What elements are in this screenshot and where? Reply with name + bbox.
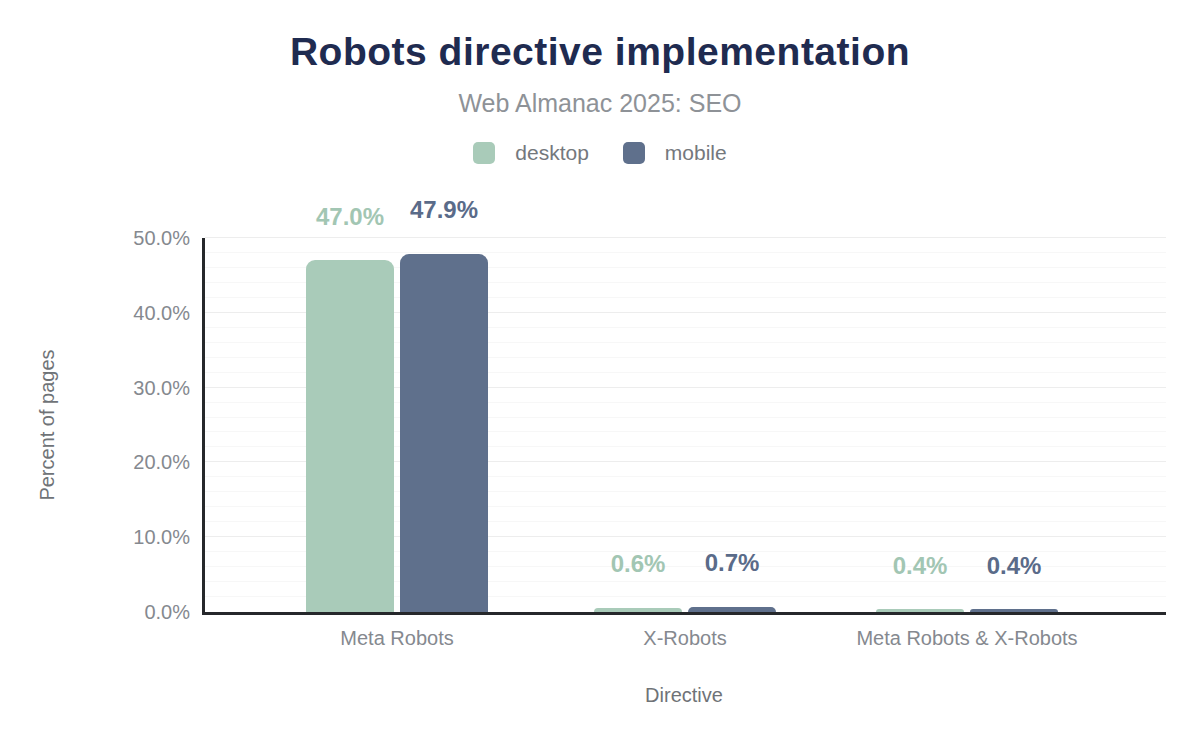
y-axis-title: Percent of pages	[36, 349, 59, 500]
y-tick-label: 20.0%	[0, 449, 190, 475]
value-label-mobile-2: 0.7%	[657, 550, 807, 576]
bar-mobile-1[interactable]	[400, 254, 488, 612]
mobile-series-swatch-icon	[623, 142, 645, 164]
y-tick-label: 50.0%	[0, 225, 190, 251]
x-tick-label: Meta Robots	[247, 627, 547, 650]
desktop-series-swatch-icon	[473, 142, 495, 164]
gridline-minor	[205, 252, 1166, 253]
bar-mobile-3[interactable]	[970, 609, 1058, 612]
y-tick-label: 40.0%	[0, 300, 190, 326]
legend: desktop mobile	[0, 141, 1200, 165]
legend-label-desktop: desktop	[515, 141, 589, 165]
plot-area: 47.0%0.6%0.4%47.9%0.7%0.4%	[202, 238, 1166, 615]
y-tick-label: 30.0%	[0, 375, 190, 401]
bar-desktop-1[interactable]	[306, 260, 394, 612]
legend-item-desktop[interactable]: desktop	[473, 141, 589, 165]
chart-container: Robots directive implementation Web Alma…	[0, 0, 1200, 742]
legend-item-mobile[interactable]: mobile	[623, 141, 727, 165]
x-tick-label: X-Robots	[535, 627, 835, 650]
value-label-mobile-1: 47.9%	[369, 197, 519, 223]
x-axis-title: Directive	[202, 684, 1166, 707]
value-label-mobile-3: 0.4%	[939, 553, 1089, 579]
bar-mobile-2[interactable]	[688, 607, 776, 612]
y-tick-label: 0.0%	[0, 599, 190, 625]
legend-label-mobile: mobile	[665, 141, 727, 165]
y-tick-label: 10.0%	[0, 524, 190, 550]
bar-desktop-2[interactable]	[594, 608, 682, 612]
x-tick-label: Meta Robots & X-Robots	[817, 627, 1117, 650]
chart-subtitle: Web Almanac 2025: SEO	[0, 89, 1200, 118]
bar-desktop-3[interactable]	[876, 609, 964, 612]
gridline-major	[205, 237, 1166, 238]
chart-title: Robots directive implementation	[0, 30, 1200, 74]
